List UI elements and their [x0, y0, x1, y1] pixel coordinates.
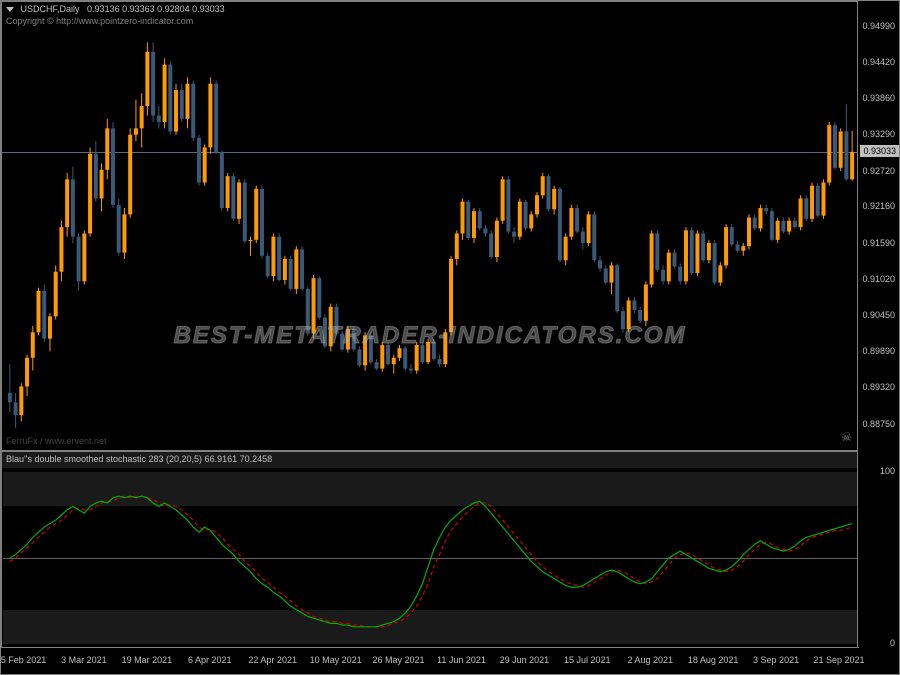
chart-container: USDCHF,Daily 0.93136 0.93363 0.92804 0.9…: [0, 0, 900, 675]
ohlc-label: 0.93136 0.93363 0.92804 0.93033: [87, 4, 225, 14]
time-tick: 15 Feb 2021: [0, 655, 46, 665]
price-tick: 0.94420: [862, 57, 895, 67]
time-tick: 3 Sep 2021: [753, 655, 799, 665]
time-tick: 11 Jun 2021: [437, 655, 486, 665]
price-tick: 0.90450: [862, 310, 895, 320]
time-tick: 18 Aug 2021: [688, 655, 739, 665]
price-tick: 0.89320: [862, 382, 895, 392]
indicator-y-axis: 100 0: [857, 451, 899, 649]
ferrufx-label: FerruFx / www.ervent.net: [6, 436, 107, 446]
skull-icon: ☠: [841, 430, 852, 444]
time-tick: 19 Mar 2021: [122, 655, 173, 665]
time-tick: 2 Aug 2021: [627, 655, 673, 665]
time-tick: 10 May 2021: [310, 655, 362, 665]
price-tick: 0.88750: [862, 419, 895, 429]
time-tick: 29 Jun 2021: [500, 655, 550, 665]
chart-header: USDCHF,Daily 0.93136 0.93363 0.92804 0.9…: [6, 4, 225, 14]
dropdown-icon[interactable]: [6, 7, 14, 12]
price-tick: 0.91020: [862, 274, 895, 284]
indicator-svg: [2, 452, 860, 650]
time-tick: 3 Mar 2021: [61, 655, 107, 665]
indicator-panel[interactable]: Blau''s double smoothed stochastic 283 (…: [1, 451, 859, 649]
time-tick: 22 Apr 2021: [248, 655, 297, 665]
indicator-tick: 0: [890, 638, 895, 648]
symbol-label: USDCHF,Daily: [21, 4, 80, 14]
time-x-axis: 15 Feb 2021 3 Mar 2021 19 Mar 2021 6 Apr 20…: [1, 647, 859, 674]
indicator-tick: 100: [880, 466, 895, 476]
price-chart-panel[interactable]: USDCHF,Daily 0.93136 0.93363 0.92804 0.9…: [1, 1, 859, 451]
price-tick: 0.93290: [862, 129, 895, 139]
candlestick-svg: [2, 2, 860, 452]
time-tick: 6 Apr 2021: [188, 655, 232, 665]
price-tick: 0.92720: [862, 166, 895, 176]
time-tick: 26 May 2021: [373, 655, 425, 665]
price-tick: 0.89890: [862, 346, 895, 356]
price-tick: 0.93860: [862, 93, 895, 103]
price-tick: 0.92160: [862, 201, 895, 211]
current-price-badge: 0.93033: [860, 145, 899, 157]
copyright-label: Copyright © http://www.pointzero-indicat…: [6, 16, 193, 26]
price-tick: 0.91590: [862, 238, 895, 248]
price-y-axis: 0.94990 0.94420 0.93860 0.93290 0.92720 0.921…: [857, 1, 899, 451]
time-tick: 15 Jul 2021: [564, 655, 611, 665]
price-tick: 0.94990: [862, 21, 895, 31]
time-tick: 21 Sep 2021: [813, 655, 864, 665]
watermark-text: BEST-METATRADER-INDICATORS.COM: [174, 322, 687, 350]
